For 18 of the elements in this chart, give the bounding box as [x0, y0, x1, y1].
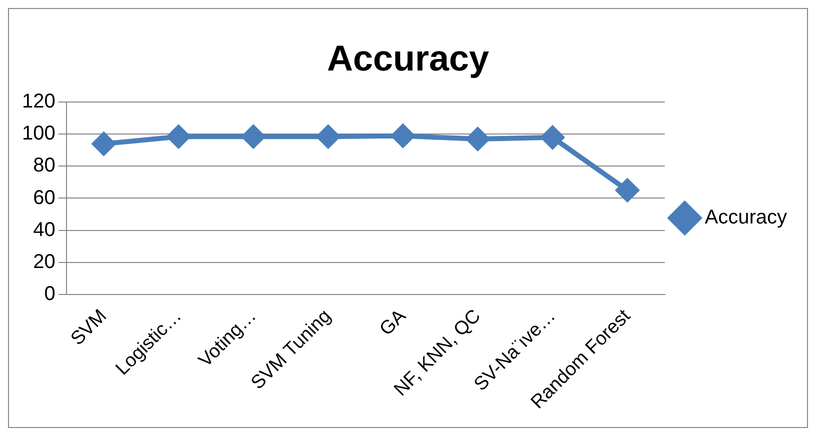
legend-label: Accuracy — [704, 206, 788, 229]
point — [616, 178, 639, 202]
point — [466, 128, 490, 151]
point — [167, 125, 190, 148]
y-tick-label: 0 — [44, 282, 56, 305]
chart-title: Accuracy — [326, 38, 490, 79]
point — [92, 132, 116, 156]
point — [242, 125, 265, 148]
y-tick-label: 80 — [33, 154, 56, 177]
y-tick-label: 120 — [22, 90, 56, 113]
y-tick-label: 100 — [22, 122, 56, 145]
point — [541, 126, 564, 149]
point — [316, 125, 340, 148]
y-tick-label: 60 — [33, 186, 56, 209]
y-tick-label: 40 — [33, 218, 56, 241]
point — [391, 124, 414, 148]
y-tick-label: 20 — [33, 250, 56, 273]
x-tick-label: GA — [376, 306, 410, 340]
